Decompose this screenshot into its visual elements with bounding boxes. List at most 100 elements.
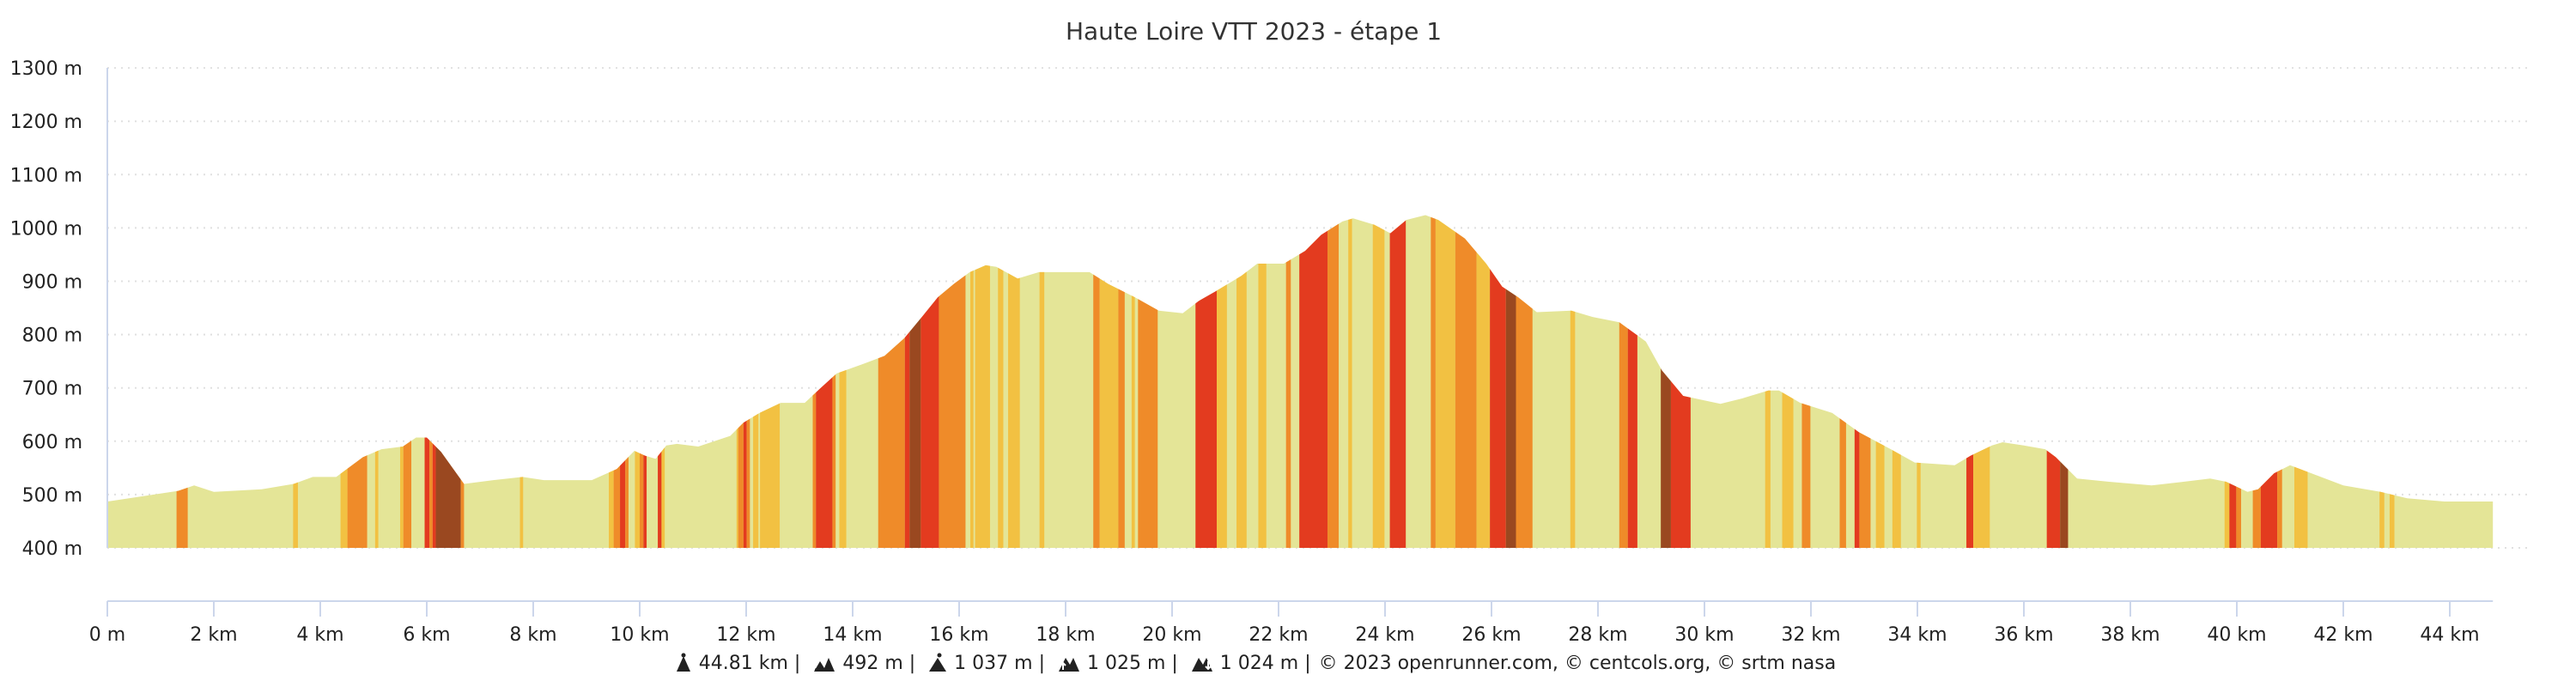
slope-segment	[816, 215, 833, 548]
slope-segment	[1859, 215, 1871, 548]
slope-segment	[904, 215, 910, 548]
slope-segment	[1285, 215, 1291, 548]
slope-segment	[920, 215, 939, 548]
slope-segment	[736, 215, 738, 548]
slope-segment	[909, 215, 921, 548]
x-tick-label: 44 km	[2420, 624, 2479, 646]
credits: © 2023 openrunner.com, © centcols.org, ©…	[1318, 653, 1837, 674]
slope-segment	[1490, 215, 1506, 548]
x-tick-label: 28 km	[1568, 624, 1627, 646]
slope-segment	[403, 215, 412, 548]
x-tick-label: 10 km	[610, 624, 669, 646]
y-tick-label: 400 m	[22, 538, 82, 560]
slope-segment	[640, 215, 644, 548]
min-elevation-value: 492 m |	[842, 653, 916, 674]
slope-segment	[1008, 215, 1020, 548]
slope-segment	[878, 215, 905, 548]
slope-segment	[2252, 215, 2261, 548]
slope-segment	[1505, 215, 1516, 548]
slope-segment	[625, 215, 629, 548]
x-tick-label: 2 km	[190, 624, 237, 646]
x-tick-label: 34 km	[1887, 624, 1947, 646]
slope-segment	[753, 215, 759, 548]
y-tick-label: 500 m	[22, 485, 82, 507]
slope-segment	[1099, 215, 1119, 548]
slope-segment	[1131, 215, 1135, 548]
slope-segment	[975, 215, 990, 548]
slope-segment	[1195, 215, 1218, 548]
slope-segment	[1854, 215, 1860, 548]
descent-value: 1 024 m |	[1219, 653, 1311, 674]
slope-segment	[1516, 215, 1533, 548]
x-tick-label: 20 km	[1142, 624, 1201, 646]
y-tick-label: 1200 m	[10, 112, 82, 133]
slope-segment	[1966, 215, 1974, 548]
slope-segment	[635, 215, 640, 548]
slope-segment	[1389, 215, 1406, 548]
y-tick-label: 1100 m	[10, 165, 82, 186]
slope-segment	[424, 215, 430, 548]
slope-segment	[1455, 215, 1477, 548]
slope-segment	[939, 215, 966, 548]
x-tick-label: 16 km	[929, 624, 988, 646]
slope-segment	[1875, 215, 1885, 548]
chart-title: Haute Loire VTT 2023 - étape 1	[1065, 17, 1443, 46]
slope-segment	[2389, 215, 2395, 548]
y-tick-label: 700 m	[22, 379, 82, 400]
slope-segment	[1476, 215, 1491, 548]
min-elevation-icon	[814, 658, 835, 672]
slope-segment	[1299, 215, 1328, 548]
x-tick-label: 30 km	[1674, 624, 1734, 646]
slope-segment	[1372, 215, 1385, 548]
slope-segment	[1892, 215, 1901, 548]
slope-segment	[176, 215, 188, 548]
y-tick-label: 800 m	[22, 325, 82, 347]
slope-segment	[2236, 215, 2241, 548]
slope-segment	[1801, 215, 1811, 548]
slope-segment	[1348, 215, 1352, 548]
slope-segment	[1782, 215, 1794, 548]
slope-segment	[460, 215, 465, 548]
slope-segment	[738, 215, 744, 548]
slope-segment	[1236, 215, 1247, 548]
y-tick-label: 1300 m	[10, 58, 82, 80]
slope-segment	[661, 215, 665, 548]
distance-icon	[676, 653, 690, 672]
slope-segment	[743, 215, 747, 548]
slope-segment	[643, 215, 647, 548]
distance-value: 44.81 km |	[698, 653, 801, 674]
slope-segment	[1138, 215, 1158, 548]
slope-segment	[1327, 215, 1340, 548]
slope-segment	[293, 215, 298, 548]
slope-segment	[746, 215, 750, 548]
descent-icon	[1191, 658, 1212, 672]
slope-segment	[832, 215, 836, 548]
slope-segment	[374, 215, 379, 548]
slope-segment	[1431, 215, 1436, 548]
slope-segment	[760, 215, 781, 548]
max-elevation-icon	[929, 653, 947, 672]
slope-segment	[1435, 215, 1455, 548]
y-tick-label: 900 m	[22, 272, 82, 294]
slope-segment	[2224, 215, 2230, 548]
slope-segment	[1093, 215, 1100, 548]
slope-segment	[1917, 215, 1921, 548]
slope-segment	[400, 215, 404, 548]
slope-segment	[609, 215, 614, 548]
x-tick-label: 36 km	[1994, 624, 2053, 646]
ascent-value: 1 025 m |	[1086, 653, 1178, 674]
ascent-icon	[1058, 658, 1079, 672]
slope-segment	[1217, 215, 1227, 548]
slope-segment	[620, 215, 626, 548]
x-tick-label: 12 km	[716, 624, 775, 646]
slope-segment	[1258, 215, 1267, 548]
slope-segment	[998, 215, 1004, 548]
slope-segment	[2260, 215, 2278, 548]
max-elevation-value: 1 037 m |	[954, 653, 1045, 674]
slope-segment	[2277, 215, 2282, 548]
x-tick-label: 42 km	[2313, 624, 2372, 646]
slope-segment	[1661, 215, 1671, 548]
stats-footer: 44.81 km | 492 m | 1 037 m | 1 025 m | 1…	[0, 653, 2507, 674]
slope-segment	[1619, 215, 1628, 548]
